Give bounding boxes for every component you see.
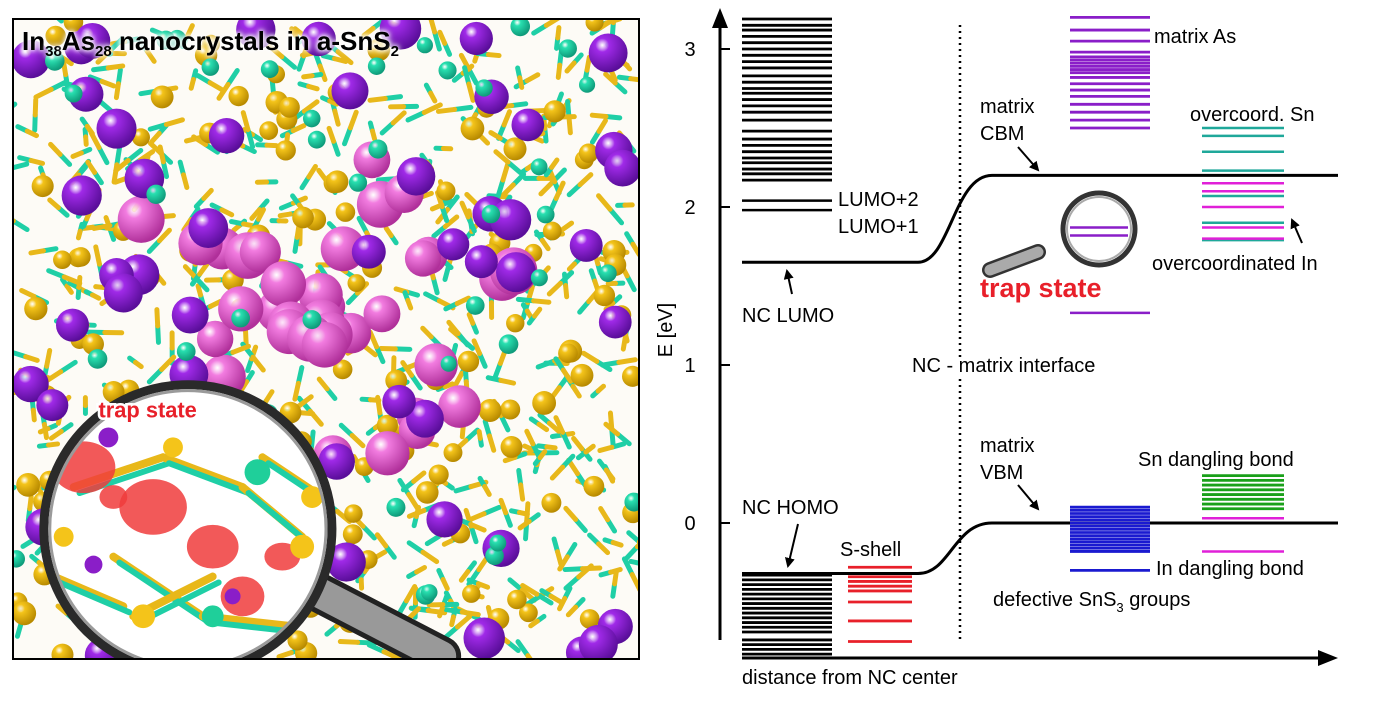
atomic-structure-render: trap state	[14, 20, 638, 658]
label-lumo1: LUMO+1	[838, 216, 919, 238]
label-matrix-cbm-2: CBM	[980, 123, 1024, 145]
cbm-band-edge	[742, 173, 1338, 264]
y-axis-label: E [eV]	[655, 303, 677, 357]
interface-label: NC - matrix interface	[912, 355, 1095, 377]
y-tick-label-3: 3	[684, 39, 695, 61]
label-matrix-as: matrix As	[1154, 26, 1236, 48]
magnifier-inset: trap state	[39, 380, 462, 658]
x-axis-label: distance from NC center	[742, 667, 958, 689]
nanocrystal-structure-panel: trap state In38As28 nanocrystals in a-Sn…	[12, 18, 640, 660]
y-tick-label-0: 0	[684, 513, 695, 535]
panel-title: In38As28 nanocrystals in a-SnS2	[22, 26, 399, 61]
trap-magnifier	[982, 190, 1138, 278]
label-trap-state: trap state	[980, 273, 1102, 303]
vbm-band-edge	[742, 521, 1338, 576]
label-overcoord-in: overcoordinated In	[1152, 253, 1318, 275]
energy-level-diagram: 0 1 2 3 E [eV] distance from NC center NC -…	[655, 8, 1338, 689]
label-matrix-vbm-2: VBM	[980, 462, 1023, 484]
y-tick-label-2: 2	[684, 197, 695, 219]
label-lumo2: LUMO+2	[838, 189, 919, 211]
label-in-dangling: In dangling bond	[1156, 558, 1304, 580]
y-tick-group: 0 1 2 3	[684, 39, 730, 535]
trap-state-levels	[1070, 226, 1128, 237]
label-defective-sns3: defective SnS3 groups	[993, 589, 1190, 615]
label-matrix-vbm-1: matrix	[980, 435, 1034, 457]
label-overcoord-sn: overcoord. Sn	[1190, 104, 1315, 126]
label-sn-dangling: Sn dangling bond	[1138, 449, 1294, 471]
label-nc-lumo: NC LUMO	[742, 305, 834, 327]
label-matrix-cbm-1: matrix	[980, 96, 1034, 118]
magnifier-rim	[39, 380, 337, 658]
energy-levels	[742, 15, 1284, 656]
label-s-shell: S-shell	[840, 539, 901, 561]
zoom-trap-state-label: trap state	[98, 398, 196, 423]
y-tick-label-1: 1	[684, 355, 695, 377]
label-nc-homo: NC HOMO	[742, 497, 839, 519]
